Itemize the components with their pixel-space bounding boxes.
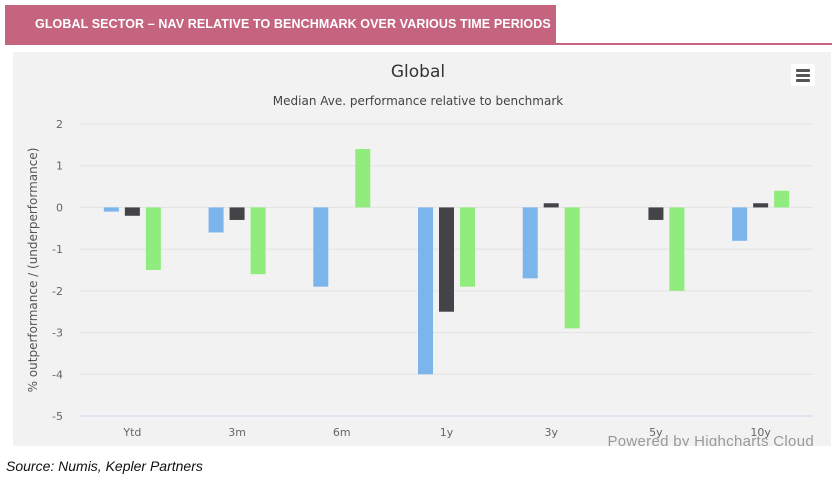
x-tick-label: 6m — [333, 426, 351, 439]
banner-divider — [5, 43, 832, 45]
bar — [732, 207, 748, 241]
bar — [774, 190, 790, 208]
bar — [439, 207, 454, 312]
y-tick-label: 2 — [56, 118, 63, 131]
bar — [355, 149, 371, 208]
y-tick-label: -1 — [52, 243, 63, 256]
x-tick-label: Ytd — [122, 426, 141, 439]
bar — [753, 203, 769, 208]
y-tick-label: 0 — [56, 201, 63, 214]
bar — [124, 207, 140, 216]
y-tick-label: -2 — [52, 285, 63, 298]
x-tick-label: 5y — [649, 426, 663, 439]
bar-chart: Global Median Ave. performance relative t… — [26, 62, 813, 439]
chart-title: Global — [391, 62, 445, 82]
bar — [145, 207, 161, 270]
hamburger-menu-icon[interactable] — [791, 64, 815, 86]
bar — [522, 207, 538, 279]
x-tick-label: 3m — [228, 426, 246, 439]
bar — [313, 207, 329, 287]
bar — [648, 207, 664, 220]
bar — [543, 203, 559, 208]
chart-subtitle: Median Ave. performance relative to benc… — [273, 94, 563, 108]
bar — [229, 207, 245, 220]
y-tick-label: 1 — [56, 160, 63, 173]
bar — [669, 207, 685, 291]
x-tick-label: 3y — [544, 426, 558, 439]
bar — [564, 207, 580, 329]
bar — [460, 207, 475, 287]
y-tick-label: -4 — [52, 368, 63, 381]
x-tick-label: 10y — [750, 426, 771, 439]
section-banner: GLOBAL SECTOR – NAV RELATIVE TO BENCHMAR… — [5, 5, 556, 43]
x-tick-label: 1y — [440, 426, 454, 439]
credits-link[interactable]: Powered by Highcharts Cloud — [607, 433, 814, 446]
banner-title: GLOBAL SECTOR – NAV RELATIVE TO BENCHMAR… — [35, 17, 551, 31]
bar — [208, 207, 224, 233]
y-tick-label: -5 — [52, 410, 63, 423]
bar — [418, 207, 433, 375]
y-tick-label: -3 — [52, 327, 63, 340]
chart-panel: Global Median Ave. performance relative t… — [13, 52, 831, 446]
bar — [103, 207, 119, 212]
bar — [250, 207, 266, 275]
y-axis-label: % outperformance / (underperformance) — [26, 148, 40, 393]
source-note: Source: Numis, Kepler Partners — [6, 458, 203, 474]
